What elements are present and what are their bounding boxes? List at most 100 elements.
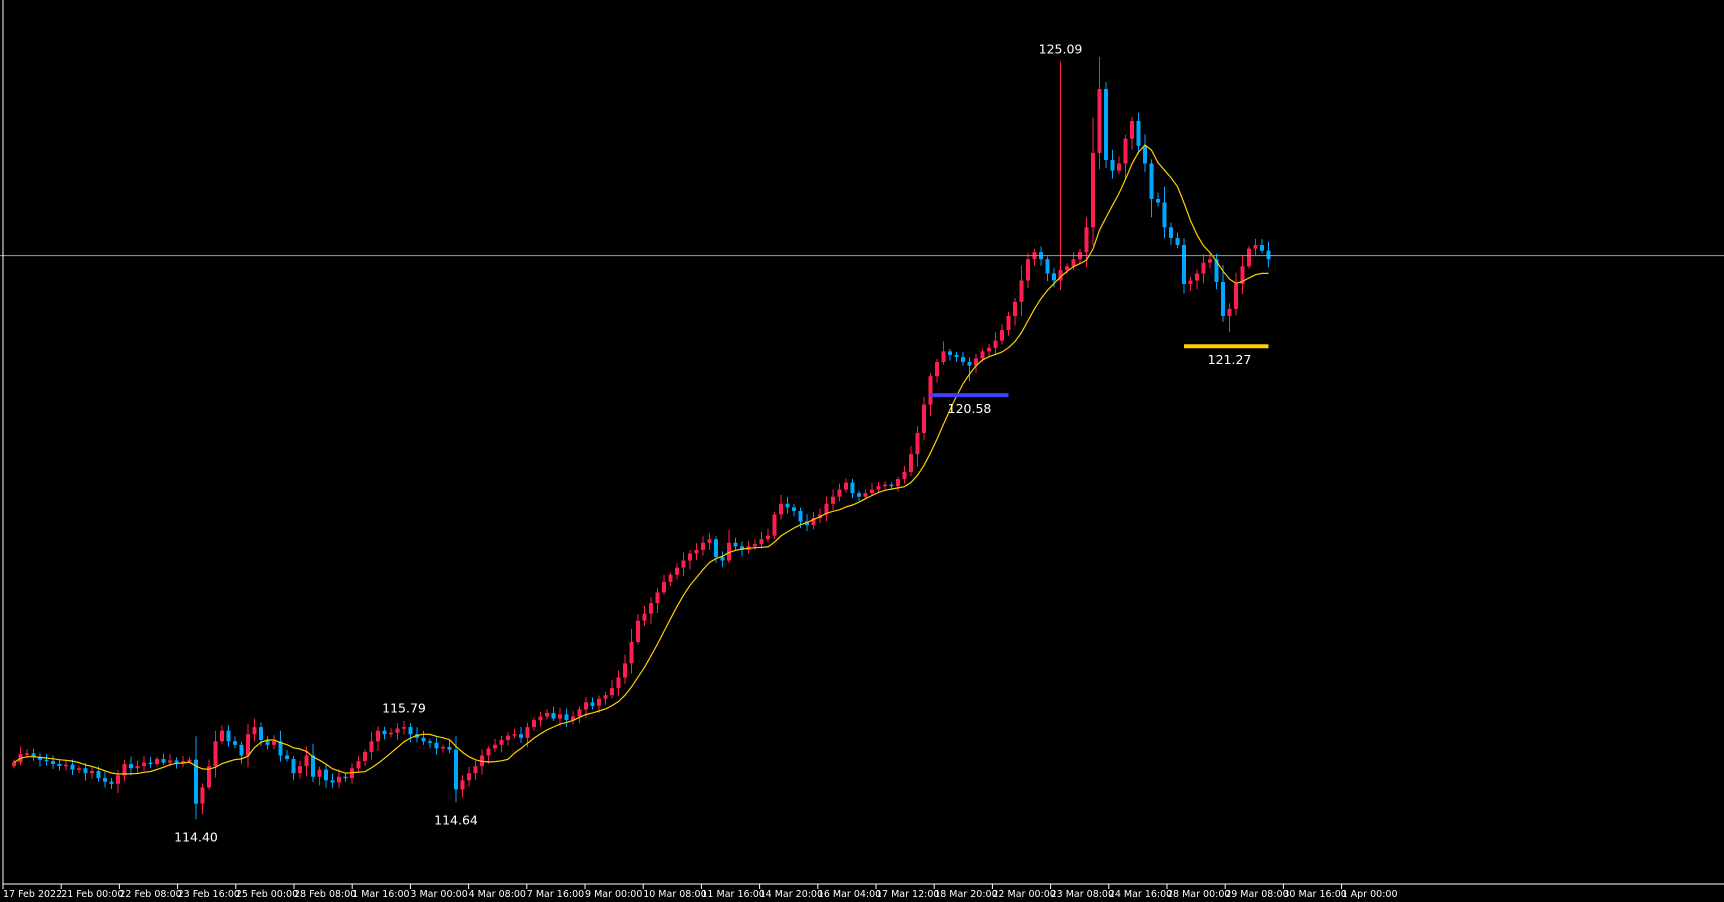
- candle-body: [395, 728, 400, 733]
- candle: [1175, 232, 1180, 249]
- candle: [194, 736, 198, 820]
- candle: [389, 728, 393, 738]
- candle: [1136, 112, 1141, 154]
- candle-body: [129, 763, 133, 769]
- candle-body: [109, 781, 114, 784]
- candle-body: [1143, 145, 1147, 164]
- candle-body: [155, 759, 159, 764]
- candle-body: [1175, 237, 1180, 246]
- candle: [1182, 238, 1186, 294]
- candle-body: [649, 603, 653, 614]
- candle: [688, 550, 692, 570]
- x-tick-label: 7 Mar 16:00: [527, 889, 584, 900]
- candle-body: [1188, 280, 1193, 285]
- candle-body: [148, 762, 153, 765]
- candle-body: [1071, 259, 1076, 267]
- candle-body: [954, 354, 959, 358]
- candle-body: [278, 741, 283, 756]
- x-tick-label: 24 Mar 16:00: [1109, 889, 1172, 900]
- candle-body: [629, 642, 634, 664]
- candle-body: [922, 404, 926, 433]
- candle: [597, 695, 601, 714]
- candle: [363, 749, 367, 767]
- candle-body: [668, 574, 673, 582]
- candle-body: [727, 542, 731, 561]
- x-tick-label: 22 Feb 08:00: [119, 889, 181, 900]
- candle-body: [298, 766, 302, 774]
- candle: [1201, 254, 1206, 284]
- candle-body: [1260, 245, 1264, 251]
- candle: [90, 766, 94, 779]
- candle-body: [1182, 245, 1186, 285]
- candle-body: [597, 698, 601, 706]
- x-tick-label: 9 Mar 00:00: [585, 889, 642, 900]
- candle-body: [974, 358, 978, 366]
- candle-body: [1240, 266, 1245, 285]
- candle-body: [1214, 259, 1219, 282]
- x-tick-label: 23 Feb 16:00: [178, 889, 240, 900]
- candle-body: [447, 746, 452, 750]
- candle: [473, 760, 478, 780]
- candle-body: [246, 734, 250, 756]
- candle-body: [441, 746, 445, 749]
- candle: [1234, 272, 1238, 316]
- candle: [278, 730, 283, 762]
- x-tick-label: 1 Mar 16:00: [352, 889, 409, 900]
- candle-body: [1253, 245, 1258, 249]
- candle-body: [915, 432, 920, 455]
- candle-body: [96, 771, 101, 779]
- x-tick-label: 4 Mar 08:00: [469, 889, 526, 900]
- x-tick-label: 3 Mar 00:00: [410, 889, 467, 900]
- candle-body: [512, 734, 517, 736]
- candle: [707, 533, 712, 550]
- candle-body: [213, 741, 218, 767]
- candle-body: [467, 773, 471, 781]
- candle-body: [694, 549, 699, 554]
- candle-body: [831, 496, 835, 504]
- candle: [1253, 238, 1258, 256]
- candle-body: [584, 702, 588, 710]
- candle-body: [785, 503, 790, 508]
- candle-body: [603, 695, 608, 699]
- x-tick-label: 30 Mar 16:00: [1283, 889, 1346, 900]
- x-tick-label: 18 Mar 20:00: [934, 889, 997, 900]
- candle-body: [434, 742, 439, 749]
- candle: [850, 478, 855, 498]
- candle: [109, 778, 114, 789]
- candle-body: [239, 744, 244, 756]
- candle-body: [1149, 163, 1154, 199]
- candle: [1214, 253, 1219, 290]
- candle-body: [870, 489, 874, 494]
- candle-body: [1006, 315, 1011, 331]
- candle: [922, 396, 926, 440]
- candle-body: [1156, 198, 1160, 203]
- candle-body: [1013, 301, 1017, 316]
- candle-body: [356, 761, 361, 769]
- candle: [272, 735, 276, 750]
- candle: [324, 763, 328, 788]
- candle: [1058, 61, 1063, 291]
- candle-body: [194, 759, 198, 804]
- candle-body: [1065, 266, 1069, 270]
- x-tick-label: 11 Mar 16:00: [701, 889, 764, 900]
- candle: [499, 735, 504, 753]
- candle: [1123, 134, 1128, 179]
- candle-body: [103, 778, 107, 782]
- candle: [948, 348, 952, 361]
- candle: [285, 750, 289, 762]
- candle-body: [187, 759, 192, 762]
- candle-body: [428, 741, 432, 743]
- candle-body: [980, 351, 985, 359]
- candle-body: [889, 484, 894, 487]
- candle: [1006, 311, 1011, 336]
- candle-body: [701, 542, 705, 550]
- candle-body: [31, 753, 36, 757]
- candle-body: [168, 760, 172, 763]
- candle: [1000, 324, 1004, 345]
- candle: [493, 738, 497, 753]
- candle-body: [558, 714, 562, 719]
- candle-body: [454, 749, 458, 790]
- candle: [974, 354, 978, 373]
- candle-body: [883, 484, 887, 487]
